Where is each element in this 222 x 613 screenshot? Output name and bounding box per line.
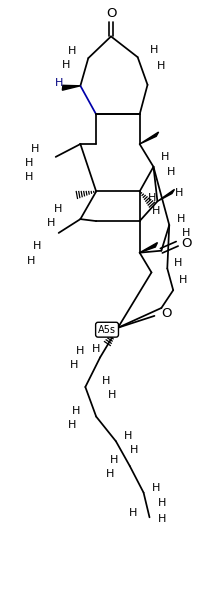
Text: H: H xyxy=(68,419,76,430)
Text: H: H xyxy=(31,144,39,154)
Text: O: O xyxy=(106,7,116,20)
Text: H: H xyxy=(25,172,33,181)
Polygon shape xyxy=(62,85,80,90)
Text: H: H xyxy=(55,78,63,88)
Text: H: H xyxy=(167,167,176,177)
Text: O: O xyxy=(161,307,172,321)
Text: H: H xyxy=(92,345,100,354)
Text: A5s: A5s xyxy=(98,325,116,335)
Text: H: H xyxy=(102,376,111,386)
Text: O: O xyxy=(181,237,192,250)
Text: H: H xyxy=(25,158,33,168)
Text: H: H xyxy=(72,406,80,416)
Text: H: H xyxy=(130,445,138,455)
Text: H: H xyxy=(108,390,116,400)
Text: H: H xyxy=(148,193,156,204)
Text: H: H xyxy=(151,482,160,493)
Text: H: H xyxy=(70,360,78,370)
Text: H: H xyxy=(109,455,118,465)
Text: H: H xyxy=(62,60,71,70)
Text: H: H xyxy=(27,256,35,265)
Text: H: H xyxy=(129,508,138,519)
Text: H: H xyxy=(68,46,76,56)
Text: H: H xyxy=(106,469,114,479)
Polygon shape xyxy=(140,243,157,253)
Text: H: H xyxy=(76,346,84,356)
Text: H: H xyxy=(32,241,41,251)
Text: H: H xyxy=(47,218,56,228)
Polygon shape xyxy=(157,189,174,201)
Text: H: H xyxy=(157,514,166,524)
Text: H: H xyxy=(182,228,190,238)
Text: H: H xyxy=(54,204,63,214)
Text: H: H xyxy=(151,206,160,216)
Text: H: H xyxy=(157,498,166,508)
Text: H: H xyxy=(161,152,170,162)
Text: H: H xyxy=(157,61,165,71)
Text: H: H xyxy=(124,432,132,441)
Text: H: H xyxy=(175,188,184,199)
Text: H: H xyxy=(177,214,186,224)
Text: H: H xyxy=(179,275,188,285)
Text: H: H xyxy=(174,257,182,267)
Text: H: H xyxy=(149,45,158,55)
Polygon shape xyxy=(140,132,159,144)
